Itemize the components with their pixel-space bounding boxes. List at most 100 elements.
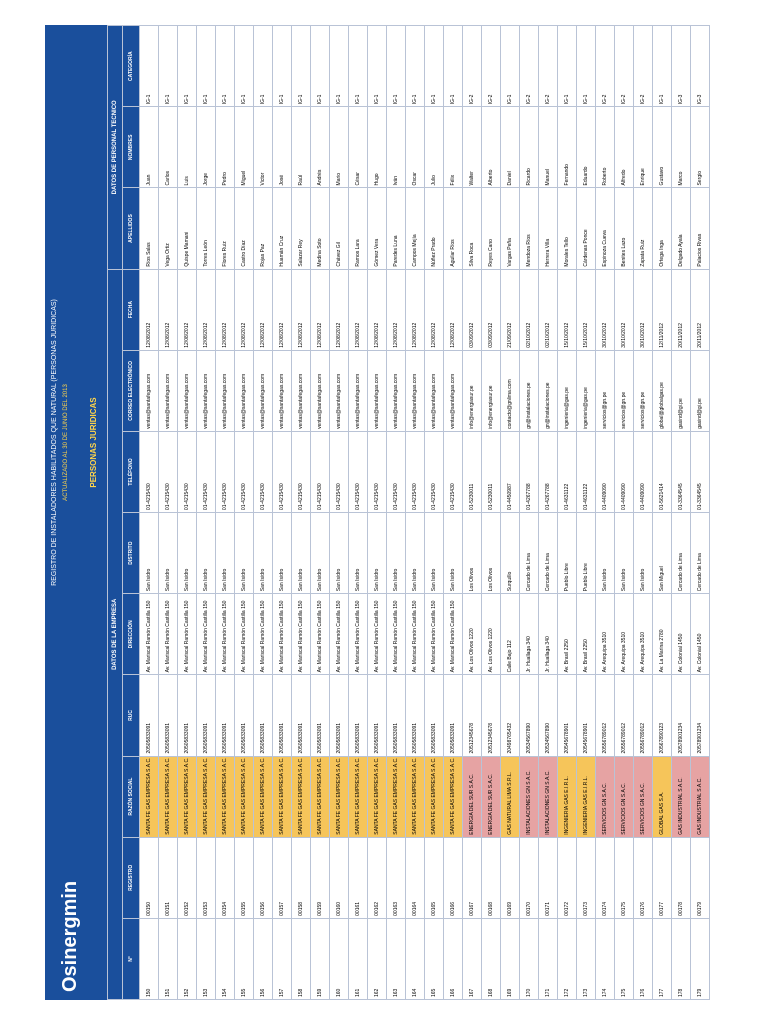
table-cell: Av. Colonial 1450 [690, 593, 710, 675]
table-cell: 01-4409090 [614, 431, 634, 513]
table-cell: San Isidro [196, 512, 216, 594]
column-header: FECHA [122, 269, 140, 351]
table-cell: 01-4215430 [158, 431, 178, 513]
table-row: 175 00175 SERVICIOS GN S.A.C. 20556789012 Av… [614, 25, 634, 1000]
table-cell: San Isidro [329, 512, 349, 594]
table-cell: IG-2 [595, 25, 615, 107]
table-cell: 01-4215430 [215, 431, 235, 513]
table-cell: Daniel [500, 106, 520, 188]
table-cell: 12/08/2012 [158, 269, 178, 351]
table-cell: Av. Mariscal Ramón Castilla 150 [158, 593, 178, 675]
table-cell: San Isidro [177, 512, 197, 594]
table-cell: 176 [633, 918, 653, 1000]
table-cell: 00160 [329, 837, 349, 919]
table-cell: Espinoza Cueva [595, 187, 615, 270]
table-cell: 20578901234 [690, 674, 710, 757]
table-cell: 01-4215430 [291, 431, 311, 513]
table-cell: INSTALACIONES GN S.A.C. [538, 756, 558, 838]
table-cell: ventas@santafegas.com [405, 350, 425, 432]
table-cell: Andrés [310, 106, 330, 188]
table-cell: ventas@santafegas.com [139, 350, 159, 432]
table-cell: 00166 [443, 837, 463, 919]
table-row: 169 00169 GAS NATURAL LIMA S.R.L. 204987654… [500, 25, 520, 1000]
table-cell: 00169 [500, 837, 520, 919]
table-cell: ventas@santafegas.com [310, 350, 330, 432]
table-cell: IG-1 [234, 25, 254, 107]
table-cell: GAS INDUSTRIAL S.A.C. [671, 756, 691, 838]
table-cell: 01-4215430 [443, 431, 463, 513]
table-cell: 20498765432 [500, 674, 520, 757]
table-cell: Huamán Cruz [272, 187, 292, 270]
table-cell: Av. La Marina 2780 [652, 593, 672, 675]
table-cell: San Isidro [443, 512, 463, 594]
table-cell: Carlos [158, 106, 178, 188]
table-cell: Gustavo [652, 106, 672, 188]
table-cell: gasind@gi.pe [690, 350, 710, 432]
table-cell: 01-4215430 [348, 431, 368, 513]
table-cell: 20578901234 [671, 674, 691, 757]
table-cell: 20505833091 [367, 674, 387, 757]
table-cell: 00161 [348, 837, 368, 919]
table-cell: 01-4215430 [405, 431, 425, 513]
column-header: RAZÓN SOCIAL [122, 756, 140, 838]
table-cell: Julio [424, 106, 444, 188]
table-cell: 151 [158, 918, 178, 1000]
table-cell: Mendoza Ríos [519, 187, 539, 270]
table-cell: Av. Mariscal Ramón Castilla 150 [139, 593, 159, 675]
table-cell: IG-2 [481, 25, 501, 107]
table-cell: SANTA FE GAS EMPRESA S.A.C. [158, 756, 178, 838]
table-row: 165 00165 SANTA FE GAS EMPRESA S.A.C. 20505… [424, 25, 444, 1000]
table-cell: Jr. Huallaga 340 [538, 593, 558, 675]
table-cell: info@energiasur.pe [462, 350, 482, 432]
table-row: 162 00162 SANTA FE GAS EMPRESA S.A.C. 20505… [367, 25, 387, 1000]
table-cell: 12/08/2012 [177, 269, 197, 351]
table-cell: José [272, 106, 292, 188]
table-cell: IG-1 [443, 25, 463, 107]
table-cell: gn@instalaciones.pe [519, 350, 539, 432]
table-cell: IG-1 [405, 25, 425, 107]
table-cell: SERVICIOS GN S.A.C. [595, 756, 615, 838]
table-cell: 20/11/2012 [671, 269, 691, 351]
table-cell: SERVICIOS GN S.A.C. [614, 756, 634, 838]
table-cell: Sergio [690, 106, 710, 188]
table-row: 157 00157 SANTA FE GAS EMPRESA S.A.C. 20505… [272, 25, 292, 1000]
table-cell: 00176 [633, 837, 653, 919]
table-row: 153 00153 SANTA FE GAS EMPRESA S.A.C. 20505… [196, 25, 216, 1000]
table-cell: ventas@santafegas.com [234, 350, 254, 432]
title: REGISTRO DE INSTALADORES HABILITADOS QUE… [51, 299, 58, 586]
table-cell: 168 [481, 918, 501, 1000]
table-cell: info@energiasur.pe [481, 350, 501, 432]
table-cell: 03/09/2012 [462, 269, 482, 351]
table-cell: GLOBAL GAS S.A. [652, 756, 672, 838]
table-cell: 20556789012 [595, 674, 615, 757]
table-cell: Pedro [215, 106, 235, 188]
table-cell: 00168 [481, 837, 501, 919]
table-cell: 01-4631122 [557, 431, 577, 513]
table-cell: IG-2 [538, 25, 558, 107]
table-cell: 20505833091 [405, 674, 425, 757]
table-cell: 12/08/2012 [348, 269, 368, 351]
table-cell: Cercado de Lima [690, 512, 710, 594]
table-cell: 157 [272, 918, 292, 1000]
table-cell: 169 [500, 918, 520, 1000]
table-cell: servicios@gn.pe [614, 350, 634, 432]
table-cell: Av. Mariscal Ramón Castilla 150 [215, 593, 235, 675]
table-cell: 158 [291, 918, 311, 1000]
table-cell: 00164 [405, 837, 425, 919]
table-row: 150 00150 SANTA FE GAS EMPRESA S.A.C. 20505… [139, 25, 159, 1000]
table-cell: Av. Mariscal Ramón Castilla 150 [443, 593, 463, 675]
table-cell: Vega Ortiz [158, 187, 178, 270]
table-cell: 153 [196, 918, 216, 1000]
table-cell: Cercado de Lima [671, 512, 691, 594]
table-cell: IG-1 [424, 25, 444, 107]
table-cell: 20556789012 [614, 674, 634, 757]
table-cell: servicios@gn.pe [633, 350, 653, 432]
table-cell: 01-4409090 [633, 431, 653, 513]
table-cell: 20505833091 [386, 674, 406, 757]
table-cell: 01-4215430 [272, 431, 292, 513]
table-cell: 12/08/2012 [367, 269, 387, 351]
table-row: 170 00170 INSTALACIONES GN S.A.C. 205345678… [519, 25, 539, 1000]
table-cell: Jr. Huallaga 340 [519, 593, 539, 675]
table-body: 150 00150 SANTA FE GAS EMPRESA S.A.C. 20505… [139, 25, 710, 1000]
